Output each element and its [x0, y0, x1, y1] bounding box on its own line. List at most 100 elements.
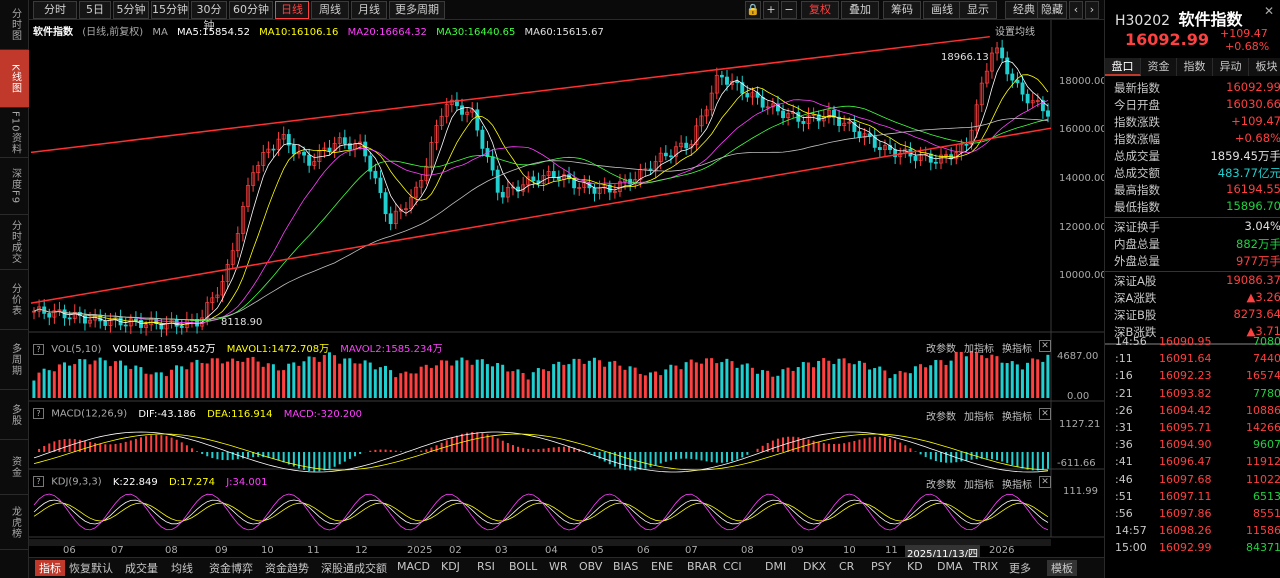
period-tab-6[interactable]: 日线 [275, 1, 309, 19]
sidebar-item-duogu[interactable]: 多股 [0, 390, 29, 440]
indicator-tab-7[interactable]: MACD [397, 560, 430, 573]
prev-arrow-icon[interactable]: ‹ [1069, 1, 1083, 19]
indicator-tab-0[interactable]: 指标 [35, 560, 65, 576]
help-icon[interactable]: ? [33, 476, 44, 487]
candle-body [526, 176, 531, 186]
toolbar-button-2[interactable]: 筹码 [883, 1, 921, 19]
period-tab-7[interactable]: 周线 [311, 1, 349, 19]
indicator-tab-22[interactable]: DMA [937, 560, 963, 573]
indicator-tab-12[interactable]: OBV [579, 560, 603, 573]
switch-indicator-button[interactable]: 换指标 [1002, 344, 1032, 355]
indicator-tab-16[interactable]: CCI [723, 560, 742, 573]
lock-icon[interactable]: 🔒 [745, 1, 761, 19]
ma-settings-button[interactable]: 设置均线 [995, 27, 1035, 38]
close-pane-icon[interactable]: ✕ [1039, 476, 1051, 488]
indicator-tab-19[interactable]: CR [839, 560, 855, 573]
indicator-tab-10[interactable]: BOLL [509, 560, 538, 573]
help-icon[interactable]: ? [33, 343, 44, 355]
next-arrow-icon[interactable]: › [1085, 1, 1099, 19]
horizontal-scrollbar[interactable] [29, 539, 1051, 546]
switch-indicator-button[interactable]: 换指标 [1002, 480, 1032, 491]
help-icon[interactable]: ? [33, 408, 44, 419]
toolbar-button-4[interactable]: 显示 [959, 1, 997, 19]
indicator-tab-4[interactable]: 资金博弈 [209, 562, 253, 575]
sidebar-item-fenshi[interactable]: 分时图 [0, 0, 29, 50]
add-indicator-button[interactable]: 加指标 [964, 344, 994, 355]
d-value: D:17.274 [168, 476, 216, 488]
quote-tab-4[interactable]: 板块 [1249, 58, 1280, 76]
toolbar-button-6[interactable]: 隐藏 [1037, 1, 1067, 19]
sidebar-item-duozhouqi[interactable]: 多周期 [0, 330, 29, 390]
sidebar-item-kline[interactable]: K线图 [0, 50, 29, 108]
toolbar-button-3[interactable]: 画线 [923, 1, 961, 19]
sidebar-item-zijin[interactable]: 资金 [0, 440, 29, 495]
indicator-tab-8[interactable]: KDJ [441, 560, 460, 573]
toolbar-button-0[interactable]: 复权 [801, 1, 839, 19]
macd-bar [303, 452, 306, 470]
close-pane-icon[interactable]: ✕ [1039, 408, 1051, 420]
quote-tab-2[interactable]: 指数 [1177, 58, 1213, 76]
indicator-tab-18[interactable]: DKX [803, 560, 827, 573]
indicator-tab-11[interactable]: WR [549, 560, 568, 573]
candle-body [984, 70, 989, 84]
quote-tab-3[interactable]: 异动 [1213, 58, 1249, 76]
chart-area[interactable]: 软件指数 (日线,前复权) MA MA5:15854.52 MA10:16106… [29, 20, 1107, 560]
zoom-in-button[interactable]: + [763, 1, 779, 19]
indicator-tab-20[interactable]: PSY [871, 560, 892, 573]
volume-bar [730, 361, 734, 398]
candle-body [368, 155, 373, 172]
volume-bar [62, 362, 66, 398]
volume-bar [266, 363, 270, 398]
params-button[interactable]: 改参数 [926, 480, 956, 491]
indicator-tab-21[interactable]: KD [907, 560, 923, 573]
indicator-tab-1[interactable]: 恢复默认 [69, 562, 113, 575]
macd-bar [909, 448, 912, 452]
indicator-tab-15[interactable]: BRAR [687, 560, 717, 573]
indicator-tab-17[interactable]: DMI [765, 560, 787, 573]
zoom-out-button[interactable]: − [781, 1, 797, 19]
quote-tab-1[interactable]: 资金 [1141, 58, 1177, 76]
period-tab-4[interactable]: 30分钟 [191, 1, 227, 32]
volume-bar [220, 363, 224, 398]
candle-body [1030, 100, 1035, 104]
indicator-tab-23[interactable]: TRIX [973, 560, 999, 573]
macd-bar [511, 445, 514, 452]
close-pane-icon[interactable]: ✕ [1039, 340, 1051, 352]
sidebar-item-fenjia[interactable]: 分价表 [0, 270, 29, 330]
macd-bar [756, 448, 759, 452]
period-tab-8[interactable]: 月线 [351, 1, 387, 19]
x-axis-label: 07 [111, 545, 124, 556]
switch-indicator-button[interactable]: 换指标 [1002, 412, 1032, 423]
period-tab-0[interactable]: 分时 [33, 1, 77, 19]
period-tab-3[interactable]: 15分钟 [151, 1, 189, 19]
indicator-tab-9[interactable]: RSI [477, 560, 495, 573]
indicator-tab-13[interactable]: BIAS [613, 560, 639, 573]
indicator-tab-2[interactable]: 成交量 [125, 562, 158, 575]
volume-bar [878, 366, 882, 398]
period-tab-9[interactable]: 更多周期 [389, 1, 445, 19]
sidebar-item-longhubang[interactable]: 龙虎榜 [0, 495, 29, 550]
quote-tab-0[interactable]: 盘口 [1105, 58, 1141, 76]
params-button[interactable]: 改参数 [926, 412, 956, 423]
volume-bar [715, 363, 719, 398]
indicator-tab-14[interactable]: ENE [651, 560, 674, 573]
indicator-tab-3[interactable]: 均线 [171, 562, 193, 575]
indicator-tab-5[interactable]: 资金趋势 [265, 562, 309, 575]
indicator-tab-24[interactable]: 更多 [1009, 562, 1031, 575]
period-tab-1[interactable]: 5日 [79, 1, 111, 19]
period-tab-5[interactable]: 60分钟 [229, 1, 273, 19]
close-icon[interactable]: ✕ [1263, 4, 1274, 18]
sidebar-item-fenshichengjiao[interactable]: 分时成交 [0, 215, 29, 270]
template-button[interactable]: 模板 [1047, 560, 1077, 576]
sidebar-item-f10[interactable]: F10资料 [0, 108, 29, 158]
params-button[interactable]: 改参数 [926, 344, 956, 355]
macd-bar [491, 436, 494, 452]
add-indicator-button[interactable]: 加指标 [964, 412, 994, 423]
toolbar-button-1[interactable]: 叠加 [841, 1, 879, 19]
add-indicator-button[interactable]: 加指标 [964, 480, 994, 491]
dea-line [33, 433, 1049, 471]
sidebar-item-shendu[interactable]: 深度F9 [0, 158, 29, 215]
ma30-line [33, 105, 1049, 322]
indicator-tab-6[interactable]: 深股通成交额 [321, 562, 387, 575]
period-tab-2[interactable]: 5分钟 [113, 1, 149, 19]
